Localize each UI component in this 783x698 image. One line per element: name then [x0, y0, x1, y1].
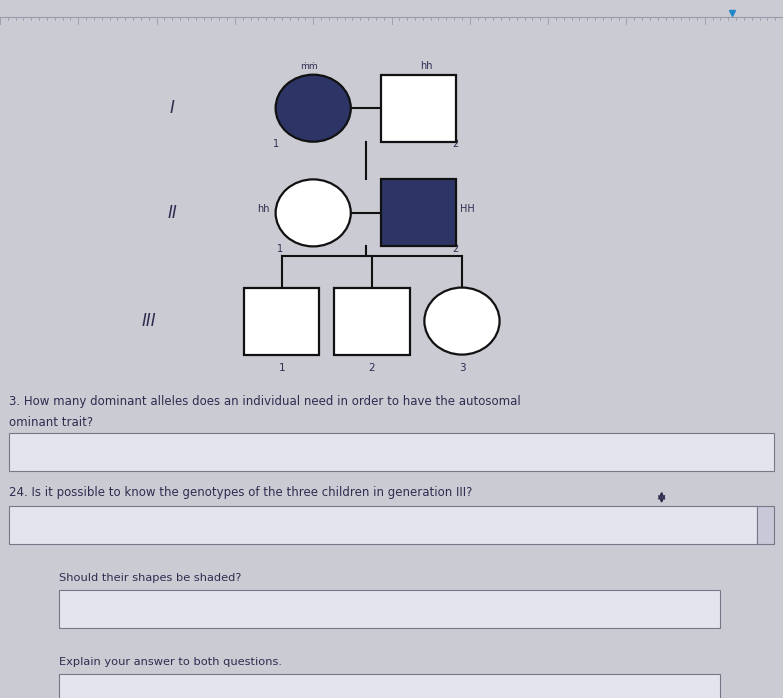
Text: 2: 2: [453, 244, 459, 254]
Text: 2: 2: [369, 363, 375, 373]
FancyBboxPatch shape: [9, 506, 757, 544]
Text: Yes: Yes: [14, 519, 34, 532]
Text: HH: HH: [460, 205, 475, 214]
Text: ▾: ▾: [763, 520, 767, 530]
Text: 2: 2: [453, 140, 459, 149]
Text: Explain your answer to both questions.: Explain your answer to both questions.: [59, 657, 282, 667]
FancyBboxPatch shape: [757, 506, 774, 544]
Text: 3. How many dominant alleles does an individual need in order to have the autoso: 3. How many dominant alleles does an ind…: [9, 395, 521, 408]
Bar: [244, 288, 319, 355]
Text: 24. Is it possible to know the genotypes of the three children in generation III: 24. Is it possible to know the genotypes…: [9, 486, 473, 499]
Text: hh: hh: [257, 205, 269, 214]
Bar: [381, 75, 456, 142]
Text: 1: 1: [279, 363, 285, 373]
Text: hh: hh: [420, 61, 433, 71]
Bar: [381, 179, 456, 246]
Text: ?: ?: [368, 314, 376, 328]
Circle shape: [276, 75, 351, 142]
Text: II: II: [168, 204, 177, 222]
Text: 1: 1: [273, 140, 280, 149]
Text: 1: 1: [277, 244, 283, 254]
Text: I: I: [170, 99, 175, 117]
Text: 1: 1: [14, 445, 22, 459]
Text: Should their shapes be shaded?: Should their shapes be shaded?: [59, 573, 241, 583]
Text: ominant trait?: ominant trait?: [9, 416, 93, 429]
Circle shape: [276, 179, 351, 246]
Text: ṁṁ: ṁṁ: [301, 62, 318, 71]
Text: ?: ?: [458, 314, 466, 328]
FancyBboxPatch shape: [9, 433, 774, 471]
Text: III: III: [142, 312, 156, 330]
FancyBboxPatch shape: [59, 674, 720, 698]
Circle shape: [424, 288, 500, 355]
Text: ?: ?: [278, 314, 286, 328]
Bar: [334, 288, 410, 355]
FancyBboxPatch shape: [59, 590, 720, 628]
Text: 3: 3: [459, 363, 465, 373]
